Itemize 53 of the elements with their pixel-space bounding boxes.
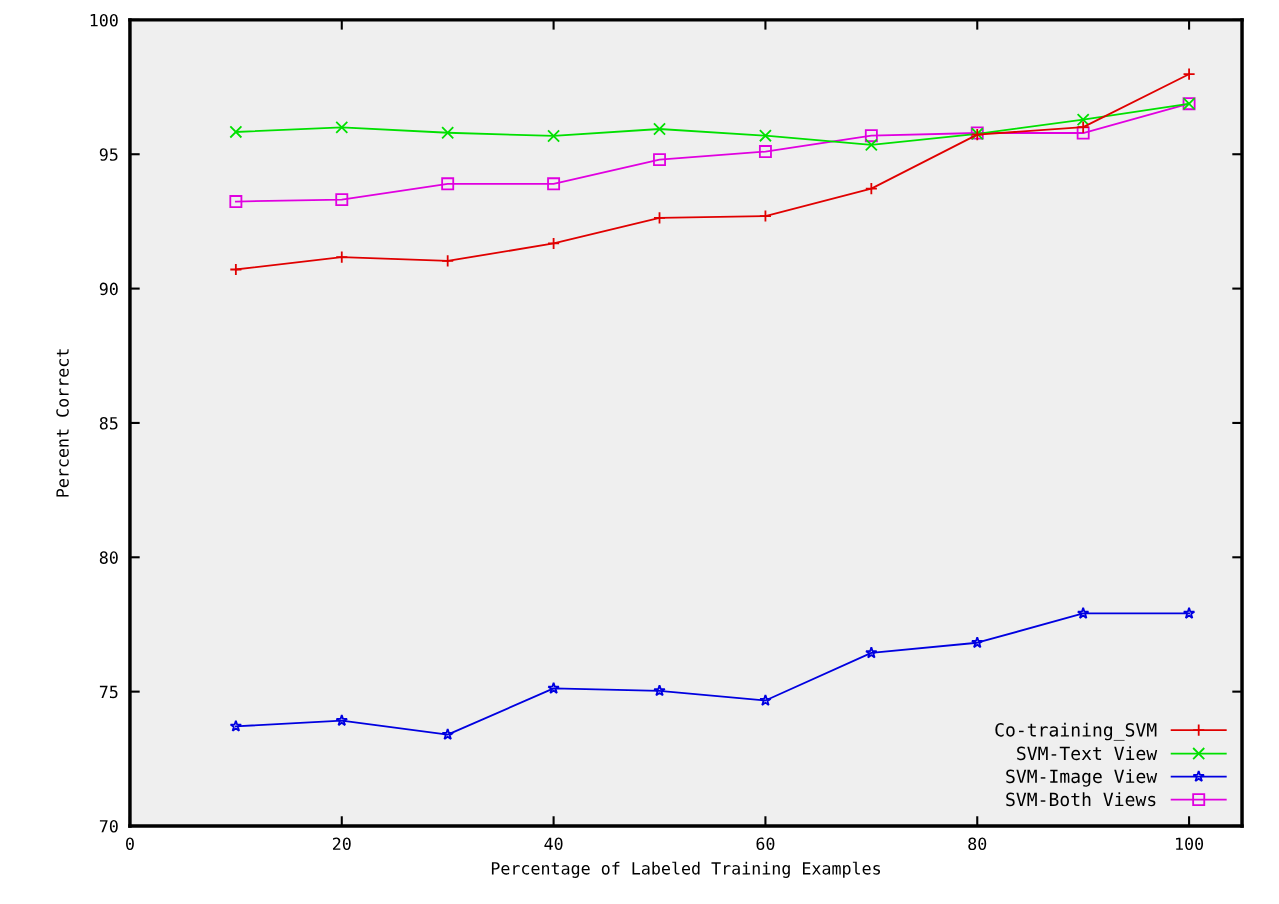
x-tick-label: 0 (126, 837, 134, 851)
point (1076, 606, 1090, 619)
legend-label: SVM-Text View (1017, 746, 1158, 761)
point (229, 125, 243, 139)
point (1076, 120, 1090, 134)
point (335, 714, 348, 727)
point (547, 129, 561, 143)
y-tick-label: 95 (99, 148, 118, 161)
x-tick-label: 80 (968, 837, 987, 851)
y-tick-label: 75 (99, 685, 118, 699)
point (864, 129, 878, 143)
point (864, 138, 878, 152)
point (1182, 67, 1196, 81)
point (758, 145, 772, 159)
point (335, 120, 349, 134)
point (759, 694, 772, 706)
y-tick-label: 70 (99, 819, 118, 833)
point (653, 684, 666, 697)
point (653, 153, 666, 167)
point (758, 129, 772, 143)
x-axis-title: Percentage of Labeled Training Examples (491, 861, 881, 878)
point (547, 236, 561, 250)
point (865, 646, 878, 659)
point (758, 209, 772, 223)
y-axis-title: Percent Correct (56, 349, 69, 497)
x-tick-label: 100 (1176, 837, 1204, 851)
point (229, 195, 243, 208)
point (441, 126, 455, 140)
point (441, 728, 454, 741)
point (864, 182, 878, 196)
y-tick-label: 100 (90, 13, 118, 27)
y-tick-label: 80 (99, 551, 118, 564)
point (1182, 606, 1196, 619)
point (229, 719, 243, 732)
point (653, 122, 666, 136)
point (547, 177, 561, 191)
point (1076, 113, 1090, 127)
x-tick-label: 40 (544, 837, 563, 851)
point (229, 263, 243, 276)
y-tick-label: 85 (99, 416, 118, 430)
y-tick-label: 90 (99, 282, 118, 296)
x-tick-label: 60 (756, 837, 775, 851)
point (971, 636, 984, 649)
point (547, 681, 560, 694)
x-tick-label: 20 (332, 837, 351, 851)
legend-label: Co-training_SVM (995, 722, 1157, 741)
point (653, 211, 666, 225)
point (335, 250, 349, 264)
point (335, 193, 349, 207)
legend-label: SVM-Both Views (1006, 792, 1156, 807)
legend-label: SVM-Image View (1006, 769, 1158, 787)
point (441, 254, 455, 268)
point (441, 177, 455, 191)
